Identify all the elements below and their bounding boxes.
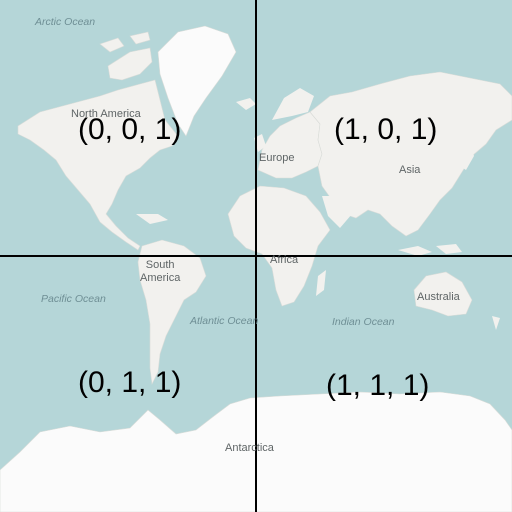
arctic-islands — [99, 31, 153, 81]
pacific-ocean-label: Pacific Ocean — [41, 293, 106, 305]
indian-ocean-label: Indian Ocean — [332, 316, 395, 328]
atlantic-ocean-label: Atlantic Ocean — [190, 315, 259, 327]
africa-label: Africa — [270, 254, 299, 266]
australia-label: Australia — [417, 291, 460, 303]
arabia-landmass — [322, 196, 352, 228]
antarctica-label: Antarctica — [225, 442, 274, 454]
indonesia-islands — [398, 244, 462, 256]
africa-landmass — [227, 185, 331, 307]
japan-landmass — [460, 142, 474, 170]
new-zealand-landmass — [492, 316, 500, 330]
north-america-landmass — [17, 79, 179, 251]
madagascar-landmass — [316, 270, 326, 296]
europe-label: Europe — [259, 152, 295, 164]
central-america-landmass — [136, 214, 168, 224]
australia-landmass — [413, 271, 473, 317]
north-america-label: North America — [71, 108, 141, 120]
horizontal-tile-boundary — [0, 255, 512, 257]
tile-id-label: (0, 1, 1) — [78, 366, 182, 399]
south-america-landmass — [137, 239, 207, 386]
scandinavia-landmass — [272, 88, 314, 120]
arctic-ocean-label: Arctic Ocean — [35, 16, 96, 28]
iceland-landmass — [236, 98, 256, 110]
south-america-label: South America — [140, 259, 181, 284]
tile-id-label: (1, 0, 1) — [334, 113, 438, 146]
tile-id-label: (0, 0, 1) — [78, 113, 182, 146]
asia-label: Asia — [399, 164, 421, 176]
asia-landmass — [309, 71, 512, 237]
greenland-landmass — [157, 25, 237, 137]
tile-id-label: (1, 1, 1) — [326, 369, 430, 402]
british-isles — [254, 134, 266, 152]
